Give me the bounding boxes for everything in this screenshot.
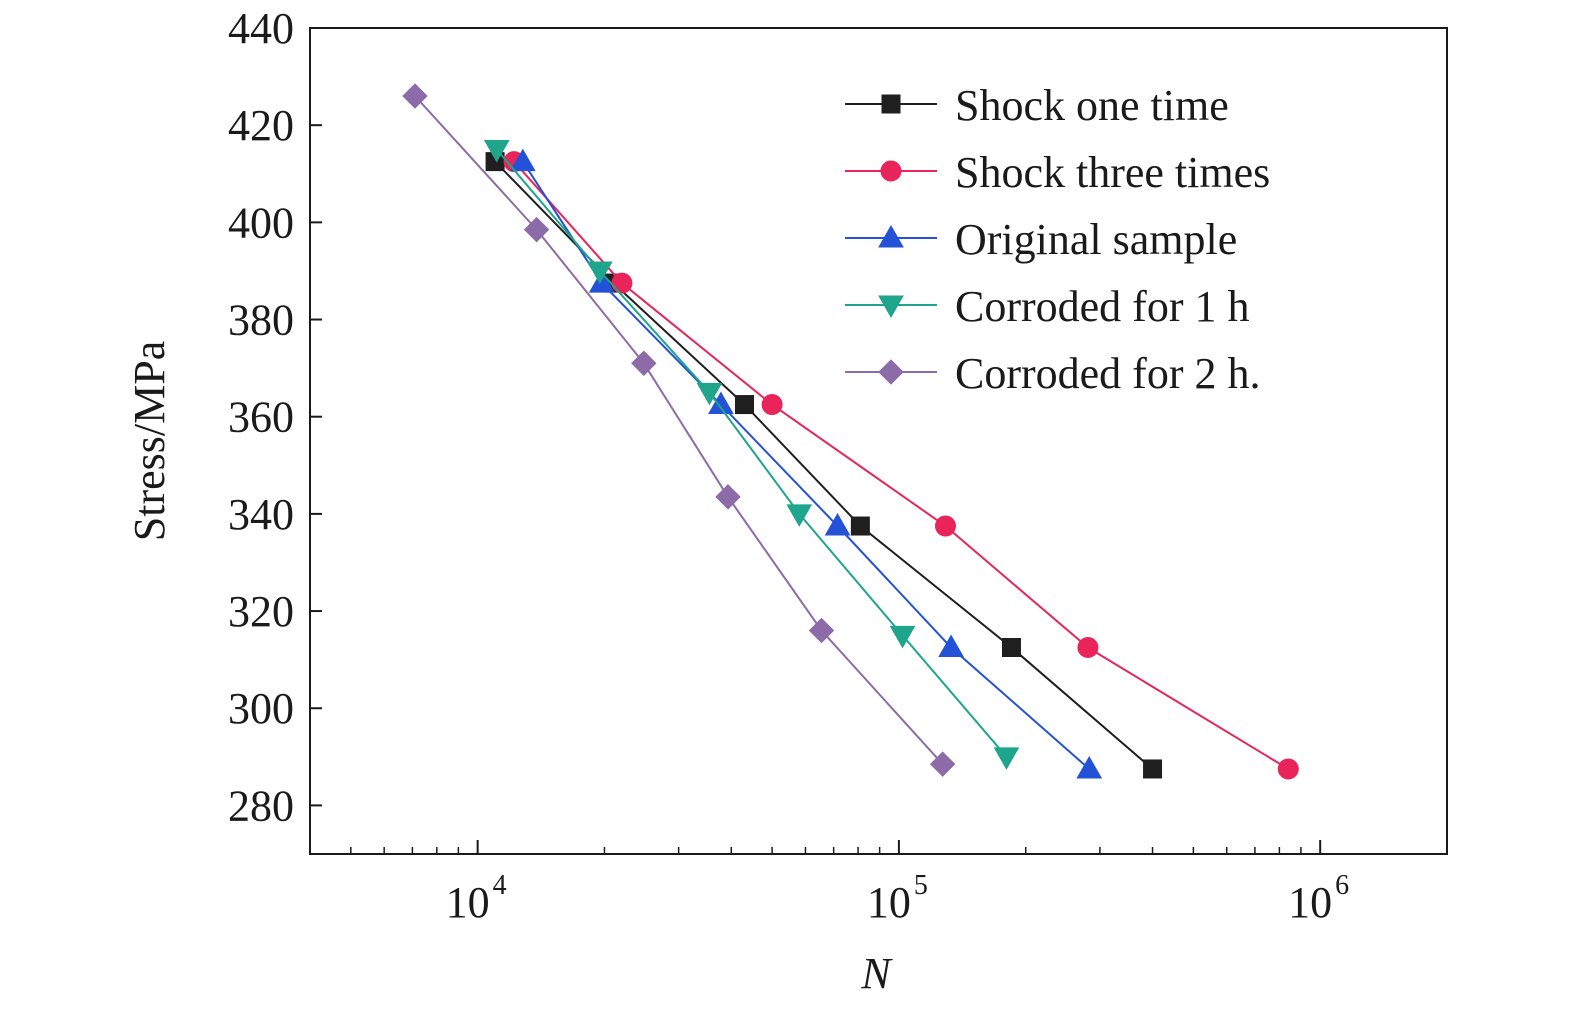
legend-label: Corroded for 2 h. xyxy=(955,349,1261,398)
data-point xyxy=(1277,758,1299,780)
data-point xyxy=(509,148,536,172)
legend-marker xyxy=(880,160,902,182)
data-point xyxy=(611,272,633,294)
x-tick-label: 10 4 xyxy=(446,870,507,927)
data-point xyxy=(523,216,550,243)
data-point xyxy=(808,617,835,644)
legend-marker xyxy=(878,359,904,385)
series-5 xyxy=(402,83,956,777)
x-axis-title: N xyxy=(860,949,893,998)
series-4 xyxy=(483,139,1020,770)
series-layer xyxy=(402,83,1299,780)
y-tick-label: 380 xyxy=(228,296,294,345)
y-tick-label: 400 xyxy=(228,198,294,247)
y-tick-label: 340 xyxy=(228,490,294,539)
legend-marker xyxy=(878,295,904,319)
data-point xyxy=(402,83,428,109)
x-tick-label-base: 10 xyxy=(867,878,911,927)
data-point xyxy=(586,261,613,284)
legend-item: Original sample xyxy=(845,215,1237,264)
data-point xyxy=(929,751,956,777)
legend-item: Shock one time xyxy=(845,81,1229,130)
legend-marker xyxy=(881,94,901,114)
series-line xyxy=(495,148,1008,758)
data-point xyxy=(708,391,734,415)
legend-item: Corroded for 1 h xyxy=(845,282,1250,331)
x-tick-label: 10 6 xyxy=(1288,870,1349,927)
y-tick-label: 360 xyxy=(228,393,294,442)
plot-frame xyxy=(309,27,1448,855)
x-tick-label-exponent: 6 xyxy=(1335,870,1349,901)
x-axis: 10 4 10 5 10 6 xyxy=(350,840,1349,927)
x-tick-label-base: 10 xyxy=(1288,878,1332,927)
y-tick-label: 280 xyxy=(228,781,294,830)
series-line xyxy=(414,95,944,765)
y-tick-label: 300 xyxy=(228,684,294,733)
data-point xyxy=(1076,755,1103,779)
data-point xyxy=(696,382,723,406)
data-point xyxy=(850,516,870,536)
data-point xyxy=(631,350,657,376)
y-axis-title: Stress/MPa xyxy=(125,341,174,541)
legend-label: Corroded for 1 h xyxy=(955,282,1250,331)
y-tick-label: 440 xyxy=(228,4,294,53)
data-point xyxy=(761,394,783,416)
data-point xyxy=(735,395,755,415)
data-point xyxy=(935,515,957,537)
data-point xyxy=(938,634,964,657)
x-tick-label-exponent: 4 xyxy=(493,870,507,901)
data-point xyxy=(889,625,916,649)
data-point xyxy=(588,270,615,293)
legend-label: Shock three times xyxy=(955,148,1270,197)
data-point xyxy=(786,504,813,527)
data-point xyxy=(1143,759,1163,779)
legend: Shock one time Shock three times Original … xyxy=(845,81,1270,398)
data-point xyxy=(993,747,1020,770)
x-tick-label: 10 5 xyxy=(867,870,928,927)
legend-label: Original sample xyxy=(955,215,1237,264)
data-point xyxy=(715,484,741,510)
y-tick-label: 420 xyxy=(228,101,294,150)
legend-item: Corroded for 2 h. xyxy=(845,349,1261,398)
x-tick-label-exponent: 5 xyxy=(914,870,928,901)
legend-label: Shock one time xyxy=(955,81,1229,130)
legend-item: Shock three times xyxy=(845,148,1270,197)
data-point xyxy=(1077,637,1099,658)
legend-marker xyxy=(878,224,904,248)
data-point xyxy=(1001,638,1021,657)
y-tick-label: 320 xyxy=(228,587,294,636)
data-point xyxy=(483,139,510,163)
data-point xyxy=(824,513,851,536)
y-axis: 280 300 320 340 360 380 400 420 440 xyxy=(228,4,322,830)
x-tick-label-base: 10 xyxy=(446,878,490,927)
